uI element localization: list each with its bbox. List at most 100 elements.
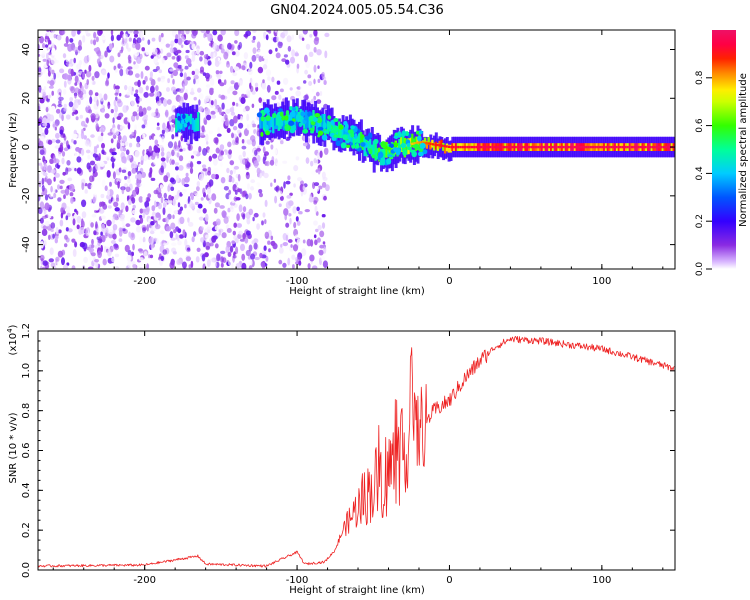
spectrogram-noise-blob xyxy=(51,138,56,143)
spectrogram-noise-blob xyxy=(311,170,316,176)
spectrogram-noise-blob xyxy=(185,172,189,177)
spectrogram-signal-blob xyxy=(265,130,270,136)
spectrogram-noise-blob xyxy=(210,51,214,59)
spectrogram-noise-blob xyxy=(43,182,49,188)
spectrogram-noise-blob xyxy=(81,148,85,156)
spectrogram-signal-band xyxy=(279,110,282,130)
spectrogram-noise-blob xyxy=(248,265,253,269)
spectrogram-noise-blob xyxy=(139,236,143,245)
spectrogram-noise-blob xyxy=(124,175,128,180)
spectrogram-noise-blob xyxy=(187,70,192,76)
spectrogram-noise-blob xyxy=(228,189,232,195)
spectrogram-noise-blob xyxy=(65,215,69,221)
spectrogram-noise-blob xyxy=(93,146,98,154)
spectrogram-noise-blob xyxy=(193,74,199,80)
spectrogram-noise-blob xyxy=(160,165,164,173)
spectrogram-noise-blob xyxy=(198,216,204,221)
spectrogram-noise-blob xyxy=(118,238,123,243)
spectrogram-noise-blob xyxy=(89,160,96,166)
spectrogram-noise-blob xyxy=(207,60,212,66)
spectrogram-noise-blob xyxy=(52,154,57,161)
spectrogram-noise-blob xyxy=(246,124,250,131)
colorbar-tick-label: 0.4 xyxy=(695,166,705,181)
spectrogram-noise-blob xyxy=(312,265,318,269)
spectrogram-noise-blob xyxy=(229,170,233,175)
spectrogram-noise-blob xyxy=(57,250,64,258)
spectrogram-noise-blob xyxy=(168,194,173,201)
spectrogram-noise-blob xyxy=(113,99,117,107)
spectrogram-signal-halo xyxy=(370,127,374,162)
spectrogram-signal-core xyxy=(514,145,517,149)
spectrogram-noise-blob xyxy=(64,188,70,196)
spectrogram-noise-blob xyxy=(50,169,56,174)
spectrogram-noise-blob xyxy=(109,55,115,63)
spectrogram-noise-blob xyxy=(166,52,172,58)
spectrogram-noise-blob xyxy=(246,113,250,122)
spectrogram-signal-core xyxy=(665,145,668,149)
spectrogram-noise-blob xyxy=(120,209,124,213)
spectrogram-noise-blob xyxy=(130,217,136,223)
spectrogram-noise-blob xyxy=(38,67,42,74)
spectrogram-noise-blob xyxy=(139,208,144,214)
spectrogram-noise-blob xyxy=(181,64,185,69)
spectrogram-noise-blob xyxy=(74,87,80,94)
spectrogram-noise-blob xyxy=(235,102,239,107)
spectrogram-noise-blob xyxy=(207,35,213,42)
spectrogram-noise-blob xyxy=(271,95,277,101)
spectrogram-signal-core xyxy=(484,145,487,149)
spectrogram-signal-core xyxy=(603,145,606,149)
spectrogram-noise-blob xyxy=(308,81,313,86)
spectrogram-noise-blob xyxy=(71,30,76,37)
spectrogram-noise-blob xyxy=(65,206,71,213)
spectrogram-noise-blob xyxy=(172,69,178,77)
spectrogram-noise-blob xyxy=(229,160,235,166)
spectrogram-noise-layer xyxy=(38,30,330,269)
spectrogram-noise-blob xyxy=(249,216,254,223)
spectrogram-noise-blob xyxy=(252,123,257,128)
spectrogram-noise-blob xyxy=(315,91,320,97)
spectrogram-noise-blob xyxy=(76,156,82,163)
spectrogram-noise-blob xyxy=(100,231,103,236)
spectrogram-noise-blob xyxy=(157,202,162,210)
spectrogram-noise-blob xyxy=(63,194,66,200)
spectrogram-signal-band xyxy=(405,138,408,155)
spectrogram-noise-blob xyxy=(256,167,261,175)
snr-frame xyxy=(37,330,676,571)
spectrogram-noise-blob xyxy=(171,118,176,124)
spectrogram-noise-blob xyxy=(174,38,179,44)
spectrogram-signal-core xyxy=(470,145,473,149)
spectrogram-noise-blob xyxy=(39,136,45,142)
spectrogram-noise-blob xyxy=(236,213,240,222)
spectrogram-noise-blob xyxy=(203,192,206,198)
spectrogram-noise-blob xyxy=(187,247,191,251)
spectrogram-noise-blob xyxy=(204,95,210,103)
spectrogram-noise-blob xyxy=(214,109,218,113)
spectrogram-noise-blob xyxy=(102,258,107,266)
spectrogram-signal-blob xyxy=(308,115,314,122)
spectrogram-signal-core xyxy=(637,145,640,149)
spectrogram-noise-blob xyxy=(276,36,279,43)
spectrogram-noise-blob xyxy=(233,66,239,72)
spectrogram-signal-band xyxy=(425,140,429,149)
spectrogram-signal-blob xyxy=(333,126,339,133)
spectrogram-noise-blob xyxy=(93,31,97,39)
x-tick-label: -100 xyxy=(286,575,309,586)
spectrogram-noise-blob xyxy=(169,36,175,41)
spectrogram-noise-blob xyxy=(116,162,122,168)
spectrogram-noise-blob xyxy=(42,43,46,49)
spectrogram-signal-core xyxy=(441,144,444,147)
spectrogram-noise-blob xyxy=(60,207,64,214)
spectrogram-noise-blob xyxy=(66,160,71,166)
spectrogram-noise-blob xyxy=(184,65,189,70)
spectrogram-noise-blob xyxy=(76,71,79,76)
spectrogram-noise-blob xyxy=(127,54,131,62)
spectrogram-noise-blob xyxy=(203,54,208,59)
spectrogram-noise-blob xyxy=(117,52,121,58)
spectrogram-noise-blob xyxy=(142,80,146,85)
spectrogram-noise-blob xyxy=(150,177,156,181)
spectrogram-noise-blob xyxy=(80,120,86,127)
spectrogram-noise-blob xyxy=(127,70,134,76)
spectrogram-noise-blob xyxy=(113,244,120,251)
spectrogram-noise-blob xyxy=(278,203,282,207)
spectrogram-signal-core xyxy=(443,144,446,148)
